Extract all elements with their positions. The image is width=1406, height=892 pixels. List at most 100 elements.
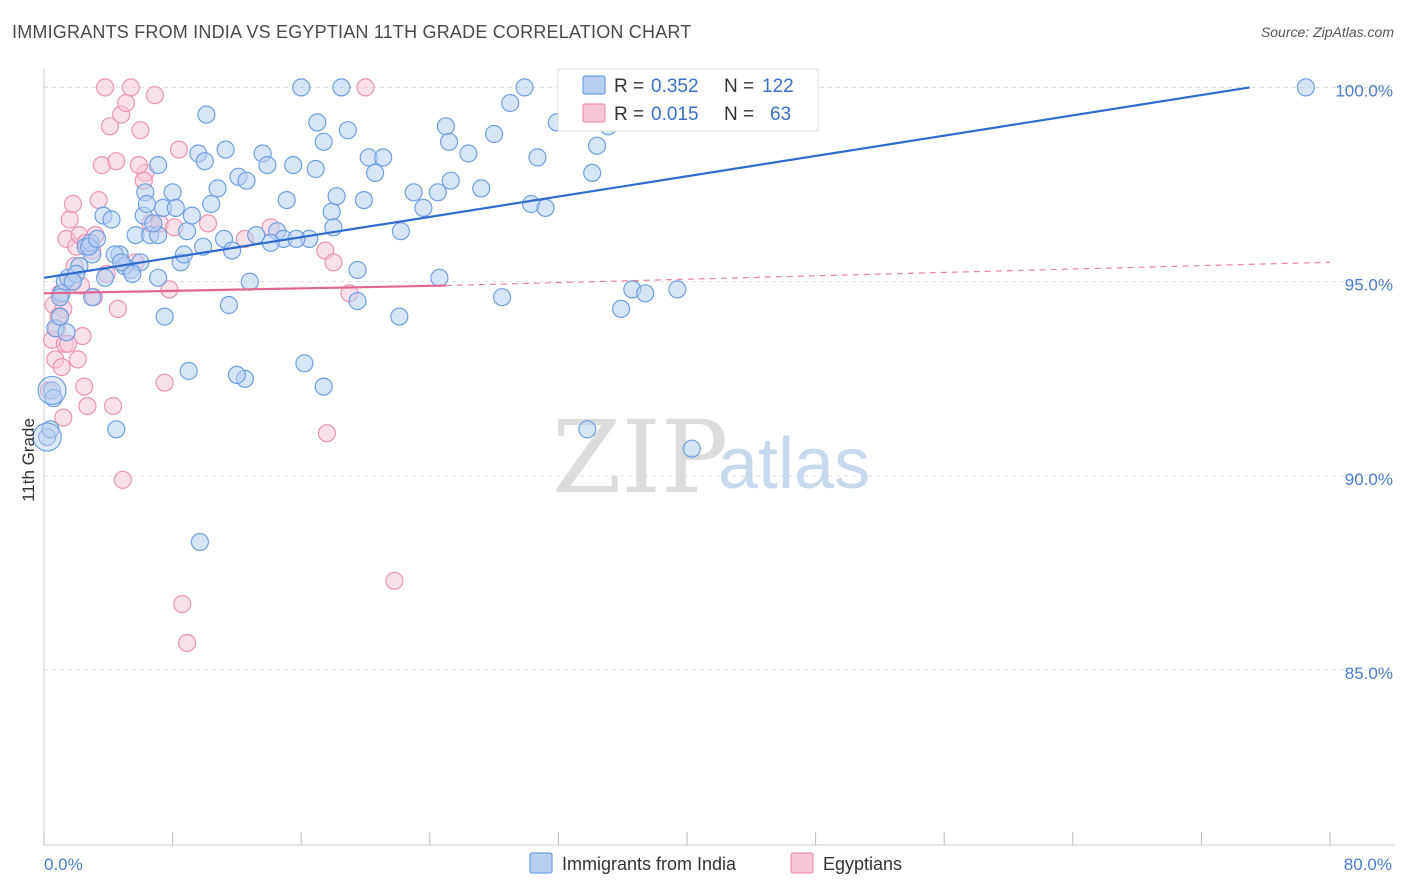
egyptians-point [63, 194, 83, 214]
india-point [338, 121, 357, 140]
india-point [428, 183, 447, 202]
india-point [277, 191, 296, 210]
india-point [332, 78, 351, 97]
india-point [258, 156, 277, 175]
y-tick-label: 100.0% [1335, 81, 1393, 100]
india-point [515, 78, 534, 97]
egyptians-point [178, 633, 197, 653]
bottom-legend-label-india: Immigrants from India [562, 854, 737, 874]
watermark-atlas: atlas [718, 424, 870, 504]
egyptians-point [75, 377, 94, 396]
india-point [219, 295, 238, 315]
bottom-legend-label-egyptians: Egyptians [823, 854, 902, 874]
india-point [578, 420, 597, 439]
india-point [501, 93, 520, 113]
india-point [197, 105, 216, 124]
india-point [227, 365, 246, 384]
india-point [182, 206, 201, 225]
india-point [348, 292, 367, 311]
india-point [322, 202, 341, 221]
india-point [50, 307, 70, 326]
egyptians-point [89, 191, 108, 210]
india-point [314, 377, 333, 396]
india-point [195, 152, 214, 171]
trend-line-egyptians-extension [445, 261, 1331, 287]
legend-n-label-1: N = [724, 76, 754, 97]
legend-n-label-2: N = [724, 104, 754, 125]
india-point [57, 323, 76, 342]
india-point [179, 361, 198, 381]
india-point [441, 171, 460, 190]
egyptians-point [116, 93, 136, 113]
india-point-large [37, 375, 67, 406]
egyptians-point [108, 299, 128, 318]
egyptians-point [52, 358, 71, 377]
india-point [493, 288, 512, 307]
egyptians-point [145, 86, 164, 105]
bottom-legend-swatch-india [529, 852, 553, 874]
x-tick-min: 0.0% [44, 855, 83, 874]
watermark: ZIP atlas [552, 399, 870, 516]
egyptians-point [95, 78, 115, 97]
india-point [354, 191, 373, 210]
india-point [102, 210, 121, 229]
egyptians-point [60, 210, 79, 229]
bottom-legend-swatch-egyptians [790, 852, 814, 874]
series-immigrants-from-india [32, 78, 1316, 552]
india-point [240, 272, 259, 291]
legend-box: R = 0.352 N = 122 R = 0.015 N = 63 [557, 68, 819, 132]
trend-line-egyptians [43, 284, 446, 295]
india-point [149, 156, 168, 175]
india-point [414, 198, 433, 217]
trend-lines [43, 86, 1331, 295]
india-point [436, 117, 455, 136]
legend-r-label-1: R = [614, 76, 644, 97]
egyptians-point [198, 214, 218, 233]
india-point [178, 222, 197, 241]
bottom-legend: Immigrants from India Egyptians [529, 852, 902, 874]
india-point [149, 268, 168, 287]
axes [43, 68, 1395, 846]
india-point [50, 288, 70, 307]
india-point [308, 113, 327, 132]
india-point [95, 268, 115, 287]
egyptians-point [54, 408, 73, 427]
egyptians-point [121, 78, 140, 97]
egyptians-point [103, 396, 123, 416]
egyptians-point [324, 253, 343, 272]
india-point [327, 187, 346, 206]
india-point [63, 272, 83, 291]
india-point [536, 198, 555, 217]
india-point [528, 148, 547, 167]
india-point [374, 148, 393, 167]
egyptians-point [356, 78, 375, 97]
y-tick-label: 90.0% [1345, 470, 1393, 489]
y-tick-label: 85.0% [1345, 664, 1393, 683]
india-point [163, 183, 182, 202]
chart-title: IMMIGRANTS FROM INDIA VS EGYPTIAN 11TH G… [12, 22, 692, 42]
y-tick-label: 95.0% [1345, 276, 1393, 295]
egyptians-point [169, 140, 189, 159]
india-point [391, 222, 410, 241]
india-point [472, 179, 491, 198]
egyptians-point [129, 156, 148, 175]
legend-n-value-egyptians: 63 [770, 104, 791, 125]
india-point [430, 268, 449, 287]
india-point [587, 136, 607, 155]
egyptians-point [160, 280, 179, 299]
india-point [223, 241, 242, 260]
india-point [485, 124, 504, 144]
india-point [611, 299, 631, 318]
india-point [190, 532, 209, 552]
india-point [348, 260, 367, 280]
india-point [284, 156, 303, 175]
y-tick-labels: 85.0% 90.0% 95.0% 100.0% [1335, 81, 1393, 683]
india-point [208, 179, 227, 198]
india-point [306, 159, 325, 179]
india-point [137, 194, 156, 214]
india-point [636, 284, 655, 303]
legend-r-value-egyptians: 0.015 [651, 104, 699, 125]
india-point [404, 183, 423, 202]
egyptians-point [385, 571, 404, 590]
